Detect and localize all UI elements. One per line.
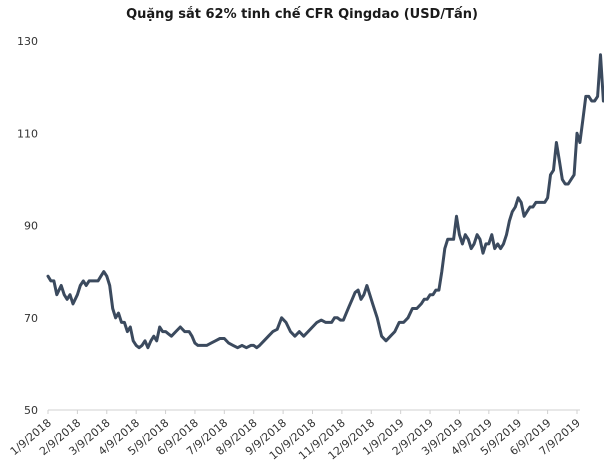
y-tick-label: 130	[17, 35, 38, 48]
series-line	[46, 53, 604, 350]
plot-area	[46, 53, 604, 350]
chart-title: Quặng sắt 62% tinh chế CFR Qingdao (USD/…	[126, 7, 478, 22]
y-tick-label: 90	[24, 220, 38, 233]
y-tick-label: 70	[24, 312, 38, 325]
y-tick-label: 50	[24, 404, 38, 417]
y-axis: 50 70 90 110 130	[17, 35, 38, 417]
y-tick-label: 110	[17, 127, 38, 140]
x-axis: 1/9/20182/9/20183/9/20184/9/20185/9/2018…	[8, 409, 583, 463]
